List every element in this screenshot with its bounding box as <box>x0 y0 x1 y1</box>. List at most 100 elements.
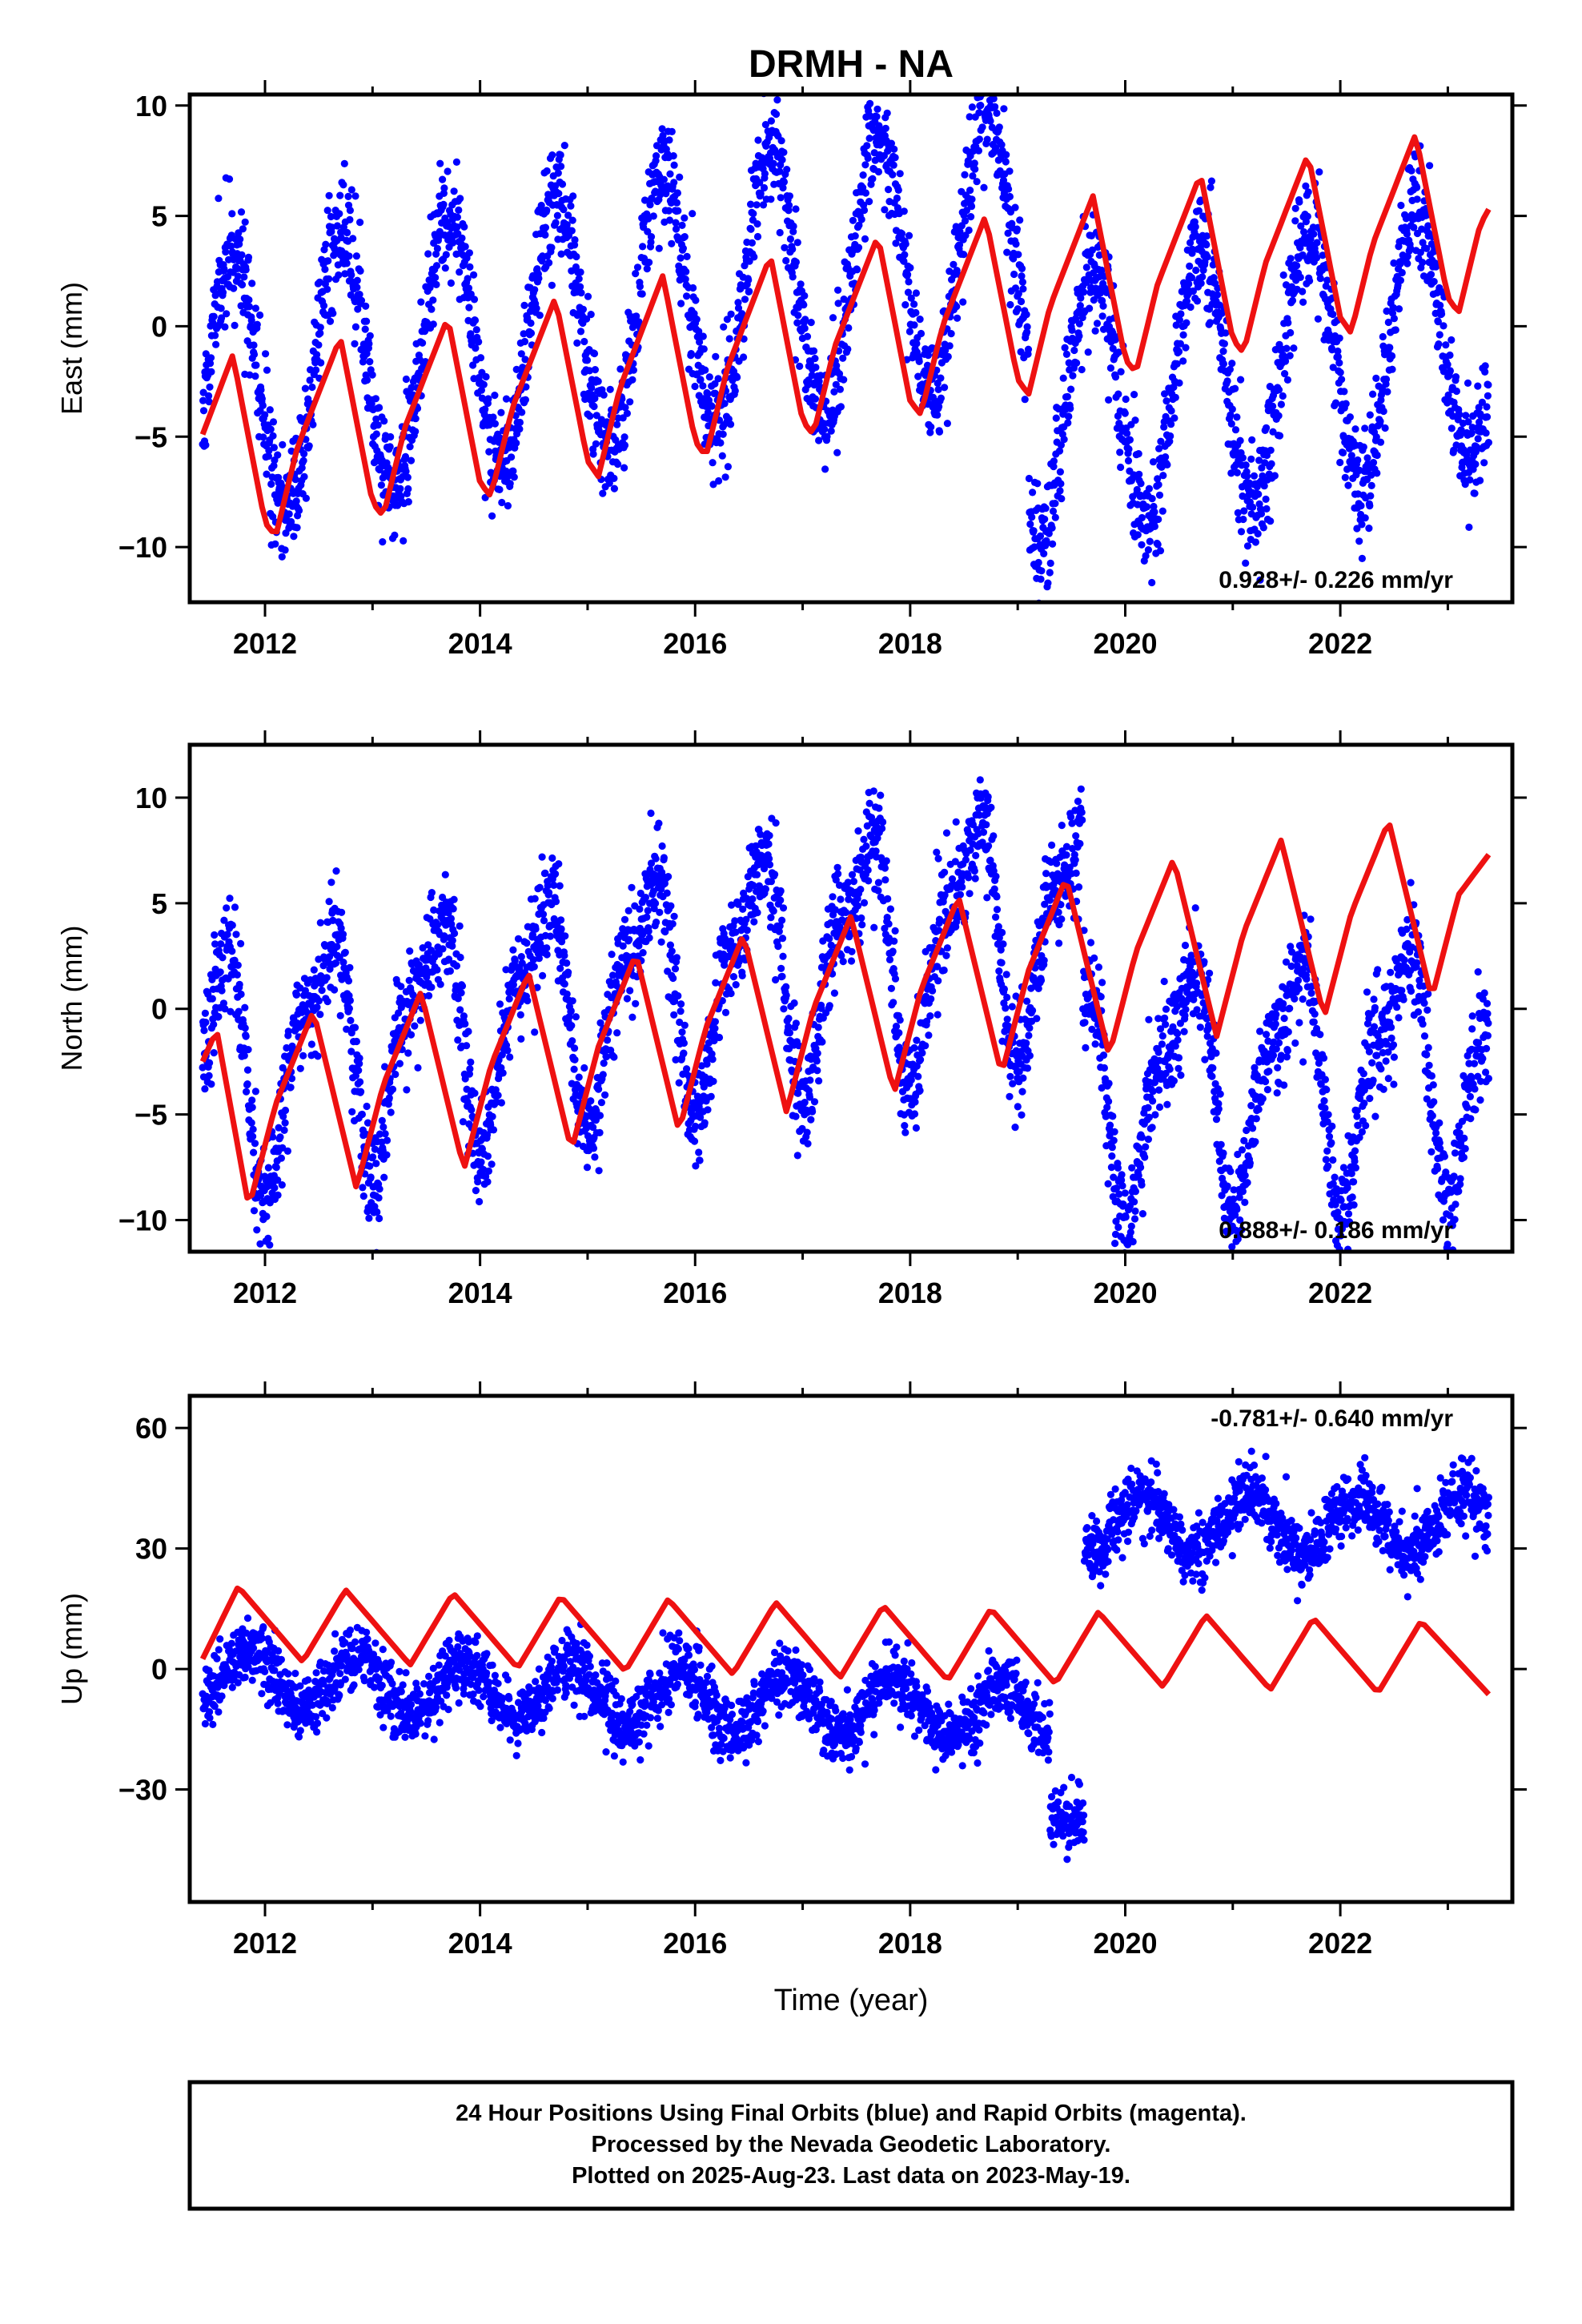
east-data-point <box>456 195 464 203</box>
east-data-point <box>738 310 746 318</box>
north-data-point <box>341 948 349 956</box>
north-data-point <box>809 1108 817 1116</box>
east-data-point <box>1315 168 1323 176</box>
east-data-point <box>1271 472 1279 480</box>
north-data-point <box>709 1055 717 1063</box>
east-data-point <box>614 460 622 468</box>
north-data-point <box>281 1119 289 1127</box>
north-data-point <box>779 952 787 960</box>
east-data-point <box>691 382 699 391</box>
east-data-point <box>780 178 789 186</box>
east-data-point <box>811 395 820 403</box>
north-data-point <box>804 1140 812 1148</box>
north-data-point <box>240 1051 248 1059</box>
north-data-point <box>709 1077 717 1085</box>
east-data-point <box>453 213 462 221</box>
east-data-point <box>269 432 277 440</box>
east-data-point <box>796 362 804 370</box>
east-data-point <box>793 239 801 247</box>
east-data-point <box>1025 474 1033 483</box>
east-data-point <box>1018 264 1026 272</box>
east-data-point <box>1287 255 1295 263</box>
east-data-point <box>926 428 934 436</box>
east-data-point <box>1250 472 1259 480</box>
east-data-point <box>521 356 529 364</box>
east-data-point <box>993 109 1001 117</box>
north-data-point <box>803 1128 811 1136</box>
east-data-point <box>990 82 998 90</box>
east-data-point <box>1109 329 1117 337</box>
north-data-point <box>425 991 433 999</box>
north-data-point <box>367 1173 375 1181</box>
east-data-point <box>974 147 982 155</box>
east-data-point <box>750 253 758 261</box>
east-data-point <box>222 248 230 256</box>
east-data-point <box>1314 315 1322 323</box>
east-data-point <box>1468 429 1476 437</box>
north-data-point <box>595 1085 603 1093</box>
north-data-point <box>441 870 449 879</box>
east-data-point <box>923 361 932 369</box>
east-data-point <box>1439 322 1447 330</box>
east-data-point <box>1257 509 1266 518</box>
east-data-point <box>253 320 261 328</box>
north-data-point <box>409 991 417 999</box>
north-data-point <box>454 1036 462 1044</box>
east-data-point <box>1134 531 1142 539</box>
north-data-point <box>355 1059 363 1068</box>
east-data-point <box>290 533 298 541</box>
east-data-point <box>682 267 690 275</box>
east-data-point <box>789 245 797 253</box>
east-data-point <box>881 124 889 132</box>
east-x-tick-label: 2018 <box>878 627 942 660</box>
north-data-point <box>639 949 647 957</box>
east-data-point <box>891 154 899 162</box>
east-data-point <box>1055 447 1064 455</box>
east-data-point <box>989 85 996 92</box>
east-data-point <box>271 540 279 548</box>
east-data-point <box>811 355 819 363</box>
north-data-point <box>331 986 339 994</box>
north-data-point <box>680 1039 689 1047</box>
east-data-point <box>317 359 325 367</box>
east-data-point <box>402 375 410 384</box>
east-data-point <box>316 324 324 332</box>
north-data-point <box>807 1116 815 1124</box>
north-data-point <box>359 1184 367 1192</box>
east-data-point <box>1116 448 1124 456</box>
north-data-point <box>523 939 531 947</box>
east-data-point <box>756 179 764 187</box>
east-data-point <box>1060 436 1068 444</box>
east-data-point <box>509 467 517 475</box>
east-data-point <box>1162 453 1170 461</box>
east-data-point <box>1037 575 1045 583</box>
east-data-point <box>1150 522 1158 531</box>
north-data-point <box>767 914 775 922</box>
north-data-point <box>536 883 544 891</box>
north-data-point <box>499 1069 507 1077</box>
east-data-point <box>1413 183 1421 191</box>
north-data-point <box>570 1065 578 1073</box>
east-data-point <box>281 546 289 554</box>
east-data-point <box>476 354 485 362</box>
east-data-point <box>1114 348 1122 356</box>
east-data-point <box>1167 407 1175 415</box>
east-data-point <box>983 135 991 143</box>
east-data-point <box>719 430 727 438</box>
east-data-point <box>246 371 254 379</box>
north-data-point <box>293 991 301 999</box>
north-data-point <box>596 1112 604 1120</box>
east-data-point <box>300 472 308 480</box>
east-data-point <box>950 260 958 268</box>
east-data-point <box>1251 538 1259 546</box>
north-data-point <box>446 967 455 975</box>
north-data-point <box>524 997 532 1005</box>
east-x-tick-label: 2022 <box>1308 627 1372 660</box>
north-data-point <box>383 1136 391 1144</box>
north-data-point <box>749 895 757 903</box>
east-data-point <box>1042 505 1050 513</box>
east-data-point <box>881 206 889 214</box>
east-data-point <box>455 206 463 214</box>
east-data-point <box>1313 239 1321 247</box>
east-data-point <box>965 226 973 235</box>
